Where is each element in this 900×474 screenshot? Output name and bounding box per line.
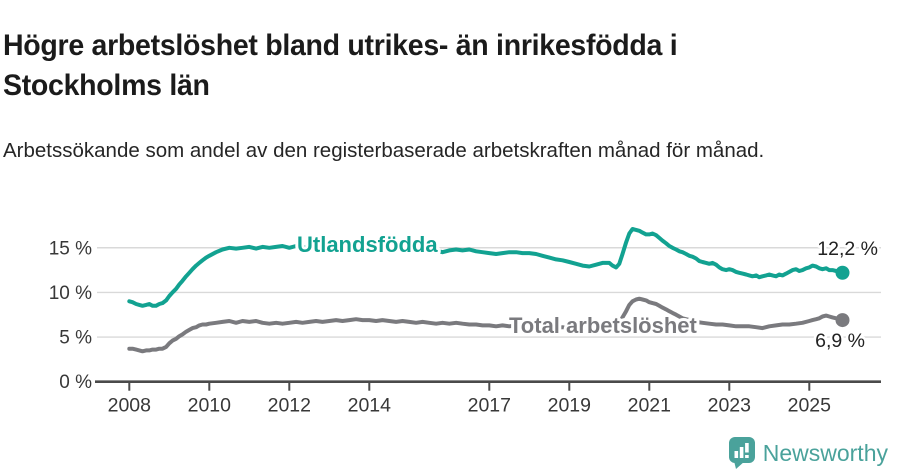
x-tick-label-2008: 2008	[108, 395, 151, 417]
x-tick-label-2025: 2025	[788, 395, 832, 417]
x-tick-label-2021: 2021	[628, 395, 671, 417]
series-line-1	[127, 296, 845, 354]
x-tick-label-2012: 2012	[268, 395, 311, 417]
x-tick-label-2019: 2019	[548, 395, 591, 417]
brand-name: Newsworthy	[762, 439, 888, 466]
series-label-1: Total arbetslöshet	[509, 313, 698, 338]
x-tick-label-2023: 2023	[708, 395, 751, 417]
series-line-0	[127, 227, 845, 308]
y-tick-label-0: 0 %	[59, 372, 92, 393]
y-tick-label-5: 5 %	[59, 328, 92, 349]
y-tick-label-15: 15 %	[49, 238, 92, 259]
y-tick-label-10: 10 %	[49, 283, 92, 304]
x-tick-label-2017: 2017	[468, 395, 511, 417]
page-title: Högre arbetslöshet bland utrikes- än inr…	[3, 29, 678, 103]
newsworthy-logo[interactable]: Newsworthy	[728, 436, 888, 470]
end-value-label-0: 12,2 %	[817, 238, 878, 260]
x-tick-label-2010: 2010	[188, 395, 232, 417]
x-tick-label-2014: 2014	[348, 395, 392, 417]
end-value-label-1: 6,9 %	[815, 330, 865, 352]
end-dot-1	[835, 313, 850, 328]
bar-chart-speech-bubble-icon	[728, 437, 755, 469]
end-dot-0	[835, 265, 850, 280]
series-label-0: Utlandsfödda	[297, 232, 438, 257]
page-subtitle: Arbetssökande som andel av den registerb…	[3, 138, 765, 162]
